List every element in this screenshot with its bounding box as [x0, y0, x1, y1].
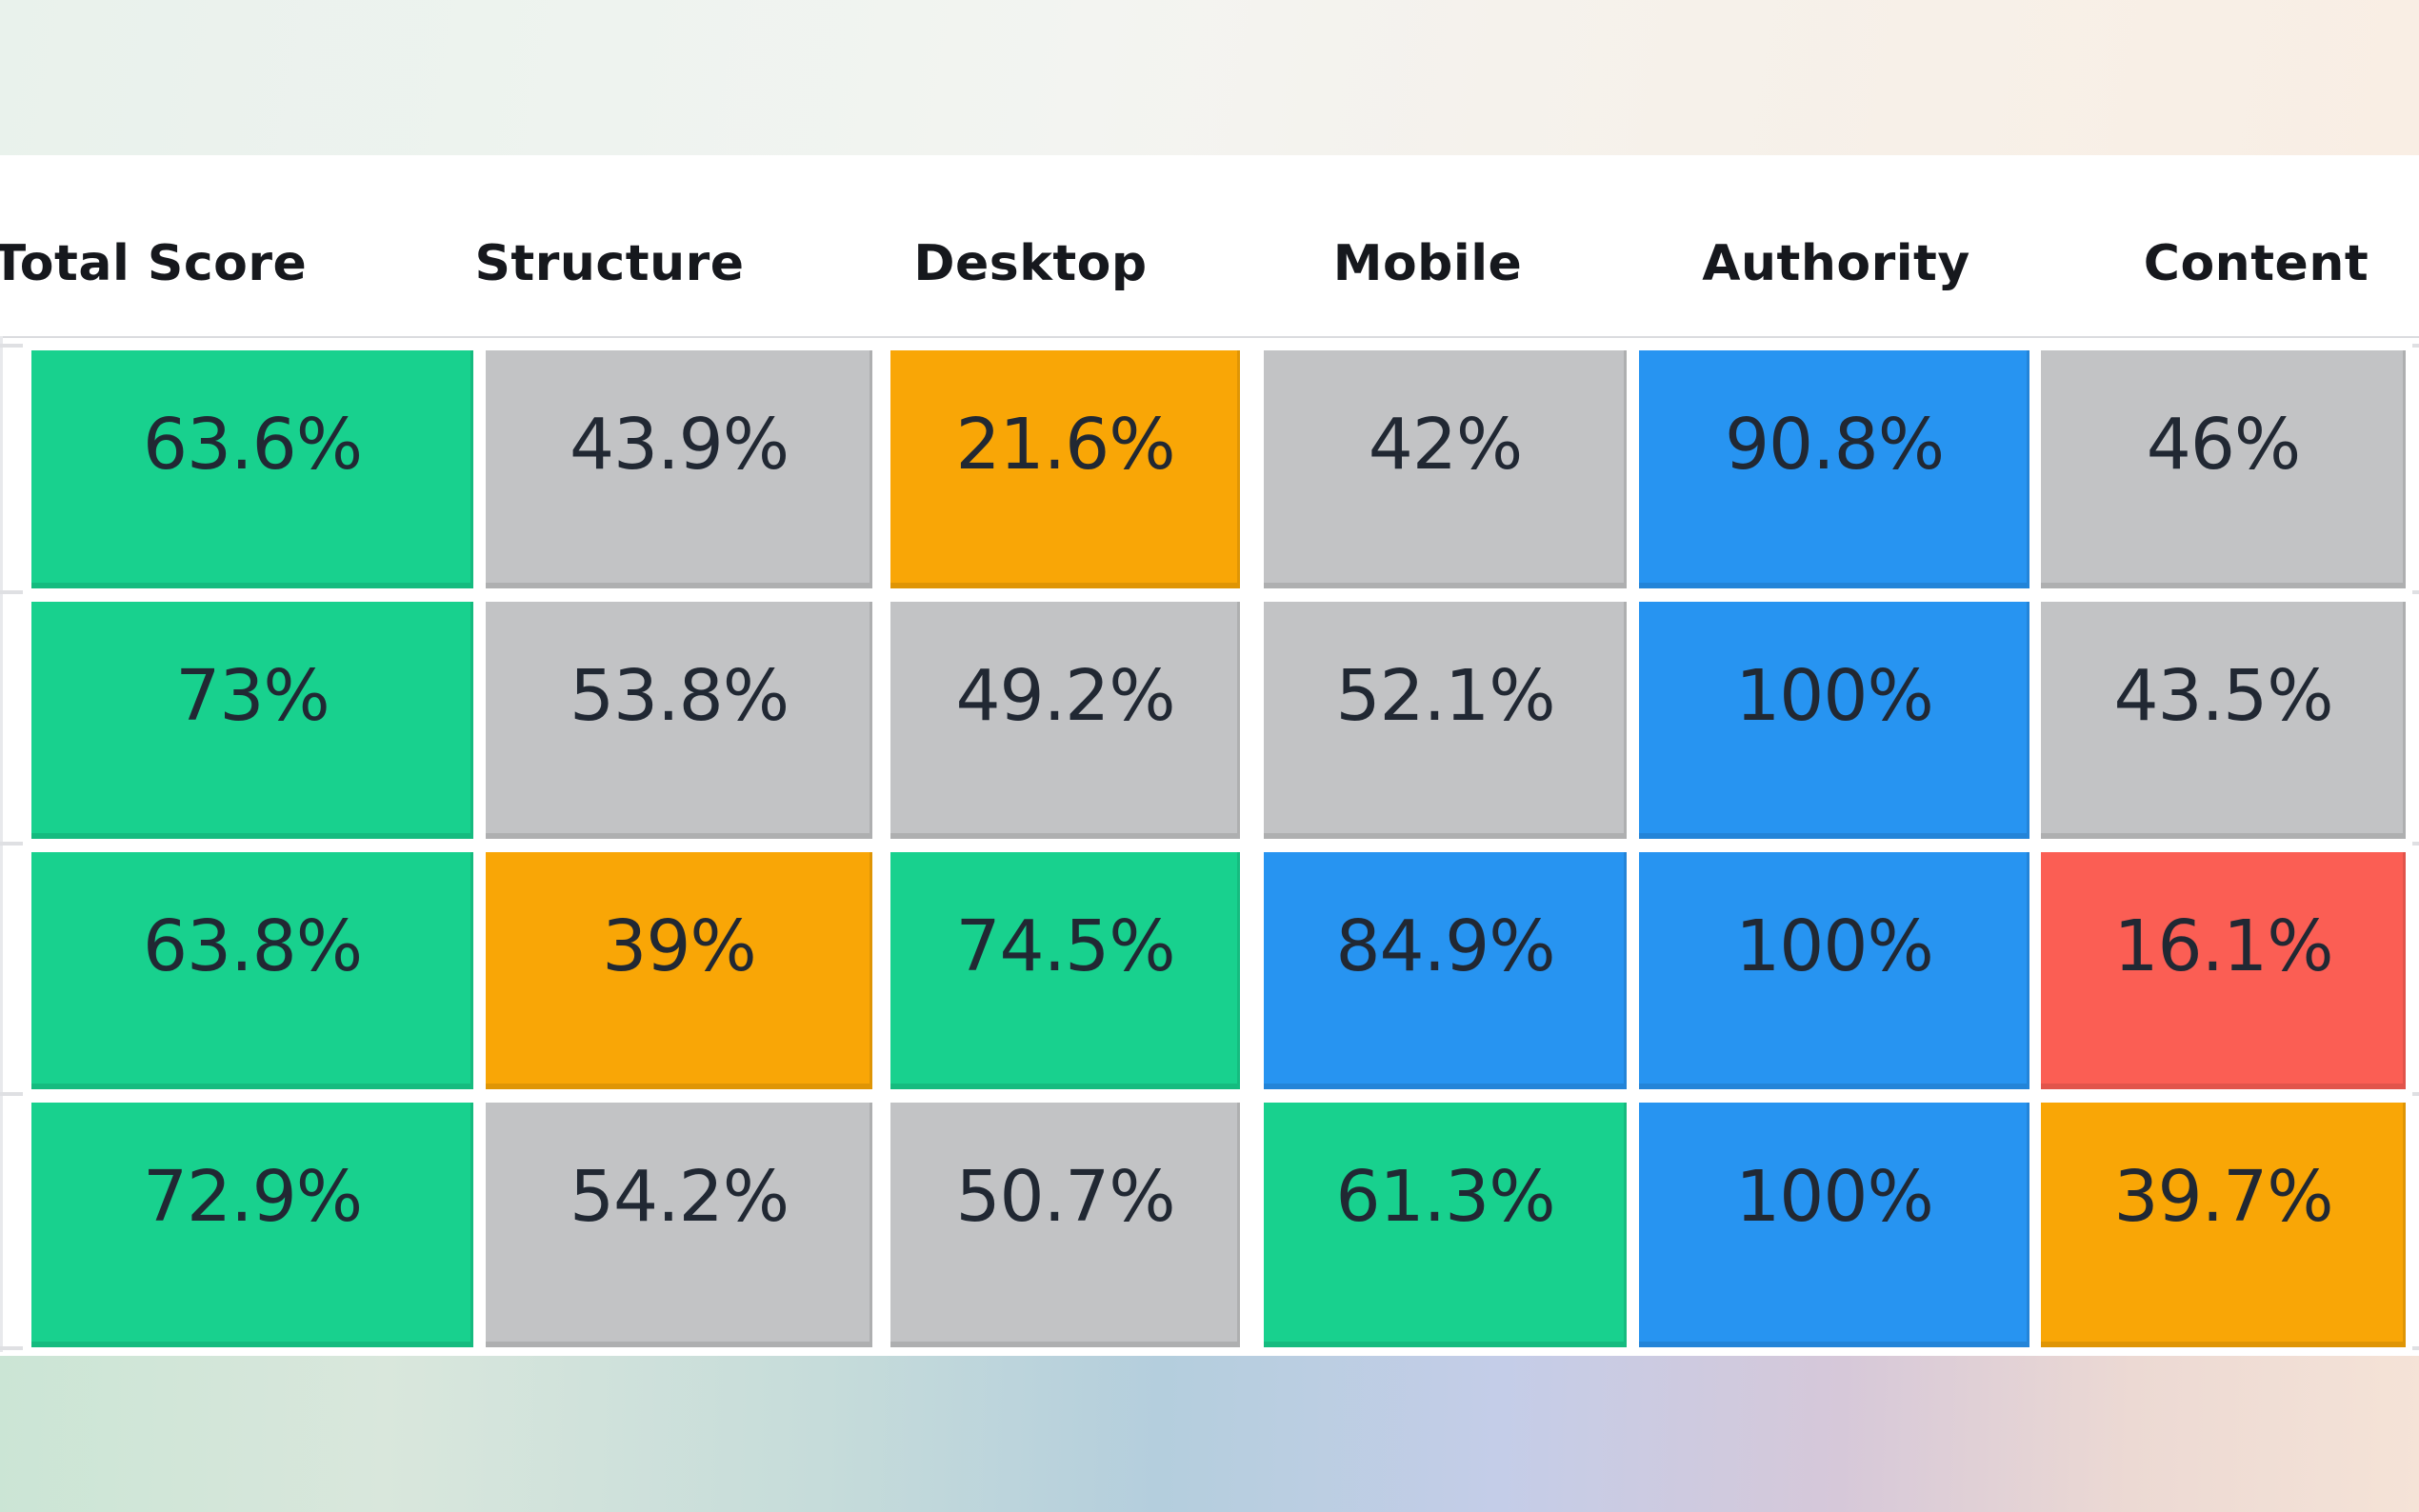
score-cell-total-score[interactable]: 73% [31, 602, 473, 839]
score-cell-authority[interactable]: 100% [1639, 852, 2029, 1089]
score-cell-total-score[interactable]: 63.8% [31, 852, 473, 1089]
score-cell-content[interactable]: 43.5% [2041, 602, 2406, 839]
score-cell-total-score[interactable]: 72.9% [31, 1103, 473, 1347]
column-header-content[interactable]: Content [2143, 235, 2369, 292]
column-header-authority[interactable]: Authority [1702, 235, 1970, 292]
row-divider-tick [2412, 1346, 2419, 1350]
score-cell-mobile[interactable]: 84.9% [1264, 852, 1627, 1089]
row-divider-tick [2412, 1092, 2419, 1096]
score-cell-mobile[interactable]: 52.1% [1264, 602, 1627, 839]
header-divider-line [0, 336, 2419, 338]
score-cell-structure[interactable]: 43.9% [486, 350, 872, 588]
row-divider-tick [2412, 842, 2419, 846]
score-cell-structure[interactable]: 53.8% [486, 602, 872, 839]
bottom-gradient-band [0, 1356, 2419, 1512]
score-cell-total-score[interactable]: 63.6% [31, 350, 473, 588]
row-divider-tick [0, 1346, 23, 1350]
column-header-mobile[interactable]: Mobile [1332, 235, 1523, 292]
row-divider-tick [2412, 590, 2419, 594]
row-divider-tick [0, 842, 23, 846]
score-cell-content[interactable]: 46% [2041, 350, 2406, 588]
score-cell-mobile[interactable]: 61.3% [1264, 1103, 1627, 1347]
score-cell-authority[interactable]: 100% [1639, 602, 2029, 839]
score-cell-authority[interactable]: 90.8% [1639, 350, 2029, 588]
score-cell-desktop[interactable]: 74.5% [890, 852, 1240, 1089]
row-divider-tick [0, 590, 23, 594]
row-divider-tick [0, 1092, 23, 1096]
column-header-total-score[interactable]: Total Score [0, 235, 308, 292]
score-cell-structure[interactable]: 54.2% [486, 1103, 872, 1347]
column-header-desktop[interactable]: Desktop [913, 235, 1148, 292]
score-cell-content[interactable]: 39.7% [2041, 1103, 2406, 1347]
row-divider-tick [0, 344, 23, 348]
score-cell-desktop[interactable]: 50.7% [890, 1103, 1240, 1347]
score-cell-content[interactable]: 16.1% [2041, 852, 2406, 1089]
score-cell-desktop[interactable]: 21.6% [890, 350, 1240, 588]
score-cell-structure[interactable]: 39% [486, 852, 872, 1089]
score-cell-mobile[interactable]: 42% [1264, 350, 1627, 588]
row-divider-tick [2412, 344, 2419, 348]
score-cell-desktop[interactable]: 49.2% [890, 602, 1240, 839]
score-cell-authority[interactable]: 100% [1639, 1103, 2029, 1347]
top-gradient-band [0, 0, 2419, 155]
column-header-structure[interactable]: Structure [474, 235, 745, 292]
